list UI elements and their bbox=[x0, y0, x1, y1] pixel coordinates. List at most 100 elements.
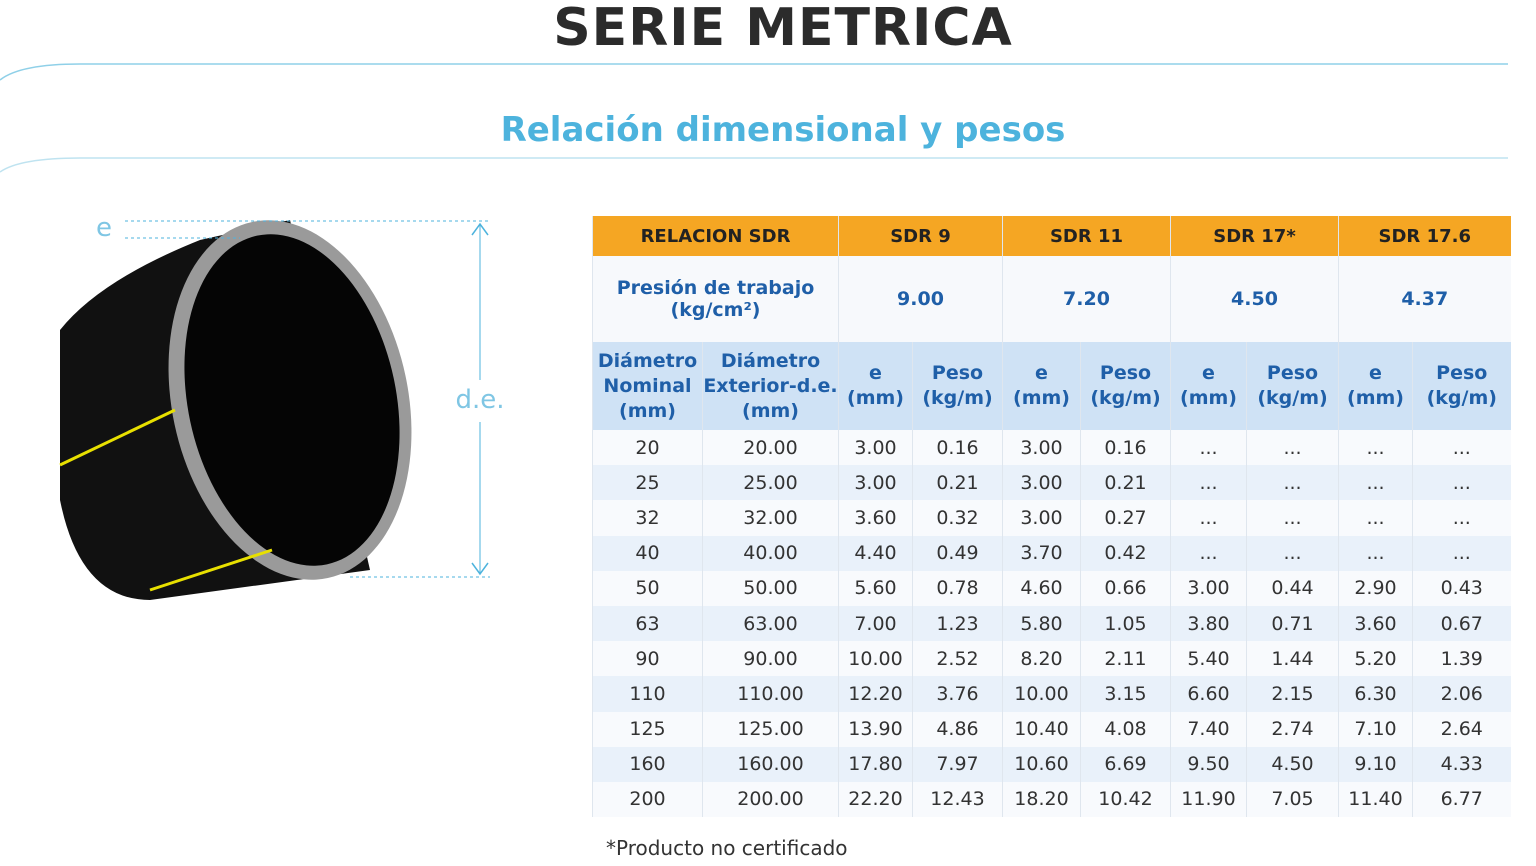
data-cell: 5.80 bbox=[1002, 605, 1081, 642]
stripe bbox=[59, 408, 176, 467]
data-cell: 3.00 bbox=[1002, 430, 1081, 466]
data-row: 40 40.00 4.40 0.49 3.70 0.42............ bbox=[592, 535, 1511, 571]
data-cell: 2.06 bbox=[1411, 676, 1511, 712]
data-cell: 4.08 bbox=[1080, 711, 1171, 747]
data-cell: 0.21 bbox=[1080, 465, 1171, 501]
data-cell: ... bbox=[1411, 535, 1511, 571]
header-cell: SDR 17* bbox=[1170, 216, 1339, 256]
data-cell: 125.00 bbox=[702, 711, 839, 747]
divider bbox=[0, 157, 1508, 173]
subheader-cell: e (mm) bbox=[1170, 342, 1247, 430]
data-cell: 110 bbox=[592, 676, 703, 712]
data-cell: 160.00 bbox=[702, 746, 839, 782]
data-cell: 3.60 bbox=[838, 500, 913, 536]
data-cell: 3.00 bbox=[1170, 570, 1247, 606]
data-cell: 20 bbox=[592, 430, 703, 466]
data-cell: 4.86 bbox=[912, 711, 1003, 747]
data-cell: 5.20 bbox=[1338, 641, 1413, 677]
data-cell: ... bbox=[1246, 430, 1339, 466]
data-cell: 63.00 bbox=[702, 605, 839, 642]
data-cell: 20.00 bbox=[702, 430, 839, 466]
data-cell: 7.05 bbox=[1246, 781, 1339, 818]
data-cell: 90 bbox=[592, 641, 703, 677]
data-cell: 12.43 bbox=[912, 781, 1003, 818]
data-row: 90 90.00 10.00 2.52 8.20 2.11 5.40 1.44 5.20 1.39 bbox=[592, 641, 1511, 677]
data-cell: 0.27 bbox=[1080, 500, 1171, 536]
data-cell: ... bbox=[1411, 465, 1511, 501]
pressure-value: 9.00 bbox=[838, 256, 1003, 342]
data-cell: 9.50 bbox=[1170, 746, 1247, 782]
data-cell: 5.60 bbox=[838, 570, 913, 606]
de-label: d.e. bbox=[455, 385, 504, 415]
data-cell: 10.40 bbox=[1002, 711, 1081, 747]
header-cell: SDR 11 bbox=[1002, 216, 1171, 256]
data-cell: 2.74 bbox=[1246, 711, 1339, 747]
data-row: 160 160.00 17.80 7.97 10.60 6.69 9.50 4.50 9.10 4… bbox=[592, 746, 1511, 782]
data-cell: 90.00 bbox=[702, 641, 839, 677]
data-row: 20 20.00 3.00 0.16 3.00 0.16............ bbox=[592, 430, 1511, 466]
data-cell: ... bbox=[1338, 430, 1413, 466]
pipe-diagram: e d.e. bbox=[59, 213, 505, 600]
data-cell: 18.20 bbox=[1002, 781, 1081, 818]
data-cell: 3.15 bbox=[1080, 676, 1171, 712]
data-cell: 0.42 bbox=[1080, 535, 1171, 571]
data-cell: 7.97 bbox=[912, 746, 1003, 782]
data-row: 32 32.00 3.60 0.32 3.00 0.27............ bbox=[592, 500, 1511, 536]
pressure-value: 4.50 bbox=[1170, 256, 1339, 342]
data-cell: 40 bbox=[592, 535, 703, 571]
data-cell: 0.78 bbox=[912, 570, 1003, 606]
data-cell: 32.00 bbox=[702, 500, 839, 536]
divider bbox=[0, 63, 1508, 81]
data-cell: 10.00 bbox=[1002, 676, 1081, 712]
data-cell: 6.30 bbox=[1338, 676, 1413, 712]
data-cell: 17.80 bbox=[838, 746, 913, 782]
pressure-label: Presión de trabajo (kg/cm²) bbox=[592, 256, 839, 342]
data-row: 125 125.00 13.90 4.86 10.40 4.08 7.40 2.74 7.10 2… bbox=[592, 711, 1511, 747]
subheader-cell: Diámetro Nominal (mm) bbox=[592, 342, 703, 430]
data-cell: ... bbox=[1246, 465, 1339, 501]
data-cell: 11.40 bbox=[1338, 781, 1413, 818]
subheader-cell: e (mm) bbox=[1338, 342, 1413, 430]
data-cell: 63 bbox=[592, 605, 703, 642]
data-cell: 10.42 bbox=[1080, 781, 1171, 818]
data-cell: 32 bbox=[592, 500, 703, 536]
data-cell: 1.23 bbox=[912, 605, 1003, 642]
subtitle: Relación dimensional y pesos bbox=[500, 110, 1066, 150]
data-cell: ... bbox=[1170, 430, 1247, 466]
data-cell: 0.44 bbox=[1246, 570, 1339, 606]
footnote: *Producto no certificado bbox=[606, 836, 848, 860]
data-cell: 1.05 bbox=[1080, 605, 1171, 642]
data-cell: 6.69 bbox=[1080, 746, 1171, 782]
data-cell: 8.20 bbox=[1002, 641, 1081, 677]
data-table: RELACION SDR SDR 9 SDR 11 SDR 17* SDR 17.6 Pr… bbox=[592, 216, 1511, 818]
data-cell: ... bbox=[1246, 500, 1339, 536]
data-cell: 0.16 bbox=[912, 430, 1003, 466]
data-cell: 2.90 bbox=[1338, 570, 1413, 606]
data-cell: 2.11 bbox=[1080, 641, 1171, 677]
data-cell: 3.60 bbox=[1338, 605, 1413, 642]
data-cell: ... bbox=[1338, 465, 1413, 501]
data-cell: 200 bbox=[592, 781, 703, 818]
header-row: RELACION SDR SDR 9 SDR 11 SDR 17* SDR 17.6 bbox=[592, 216, 1511, 256]
data-cell: ... bbox=[1338, 535, 1413, 571]
pressure-row: Presión de trabajo (kg/cm²) 9.00 7.20 4.50 4… bbox=[592, 256, 1511, 342]
data-cell: 0.66 bbox=[1080, 570, 1171, 606]
data-cell: 1.44 bbox=[1246, 641, 1339, 677]
pressure-value: 4.37 bbox=[1337, 256, 1511, 342]
data-cell: 13.90 bbox=[838, 711, 913, 747]
data-cell: 3.00 bbox=[1002, 465, 1081, 501]
data-cell: 7.10 bbox=[1338, 711, 1413, 747]
data-cell: 1.39 bbox=[1411, 641, 1511, 677]
data-cell: 10.00 bbox=[838, 641, 913, 677]
subheader-cell: Peso (kg/m) bbox=[1080, 342, 1171, 430]
data-cell: ... bbox=[1411, 500, 1511, 536]
data-cell: 0.32 bbox=[912, 500, 1003, 536]
data-cell: 2.15 bbox=[1246, 676, 1339, 712]
data-cell: 0.49 bbox=[912, 535, 1003, 571]
data-cell: 125 bbox=[592, 711, 703, 747]
data-cell: 3.70 bbox=[1002, 535, 1081, 571]
data-cell: 11.90 bbox=[1170, 781, 1247, 818]
data-cell: 7.40 bbox=[1170, 711, 1247, 747]
header-cell: SDR 17.6 bbox=[1337, 216, 1511, 256]
data-cell: 4.33 bbox=[1411, 746, 1511, 782]
